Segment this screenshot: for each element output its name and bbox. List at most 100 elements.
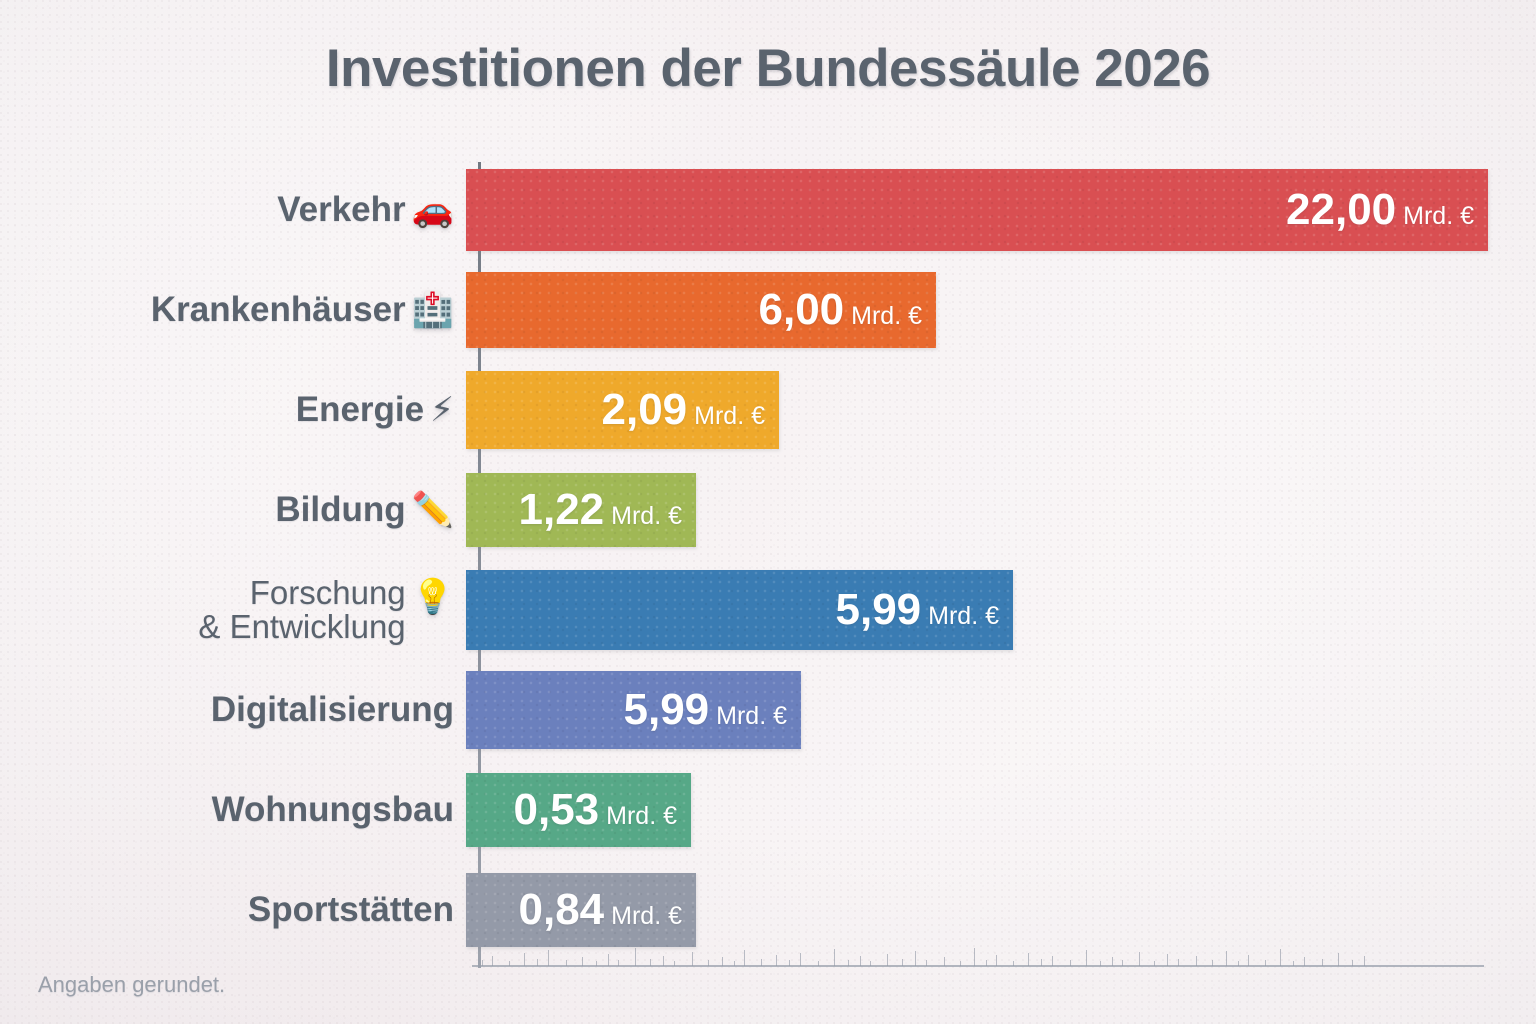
bar-value-unit: Mrd. € bbox=[694, 402, 765, 430]
bar-value-unit: Mrd. € bbox=[606, 802, 677, 830]
axis-tick bbox=[960, 961, 962, 966]
bar-value-label: 2,09 Mrd. € bbox=[602, 385, 766, 435]
bar-value-unit: Mrd. € bbox=[611, 502, 682, 530]
axis-tick bbox=[509, 961, 511, 966]
axis-tick bbox=[650, 959, 652, 966]
bar-value-label: 0,84 Mrd. € bbox=[519, 885, 683, 935]
bar-2[interactable]: 6,00 Mrd. € bbox=[466, 272, 936, 348]
category-label-text: Digitalisierung bbox=[210, 690, 454, 730]
bar-container: 2,09 Mrd. € bbox=[466, 360, 779, 460]
axis-tick bbox=[848, 960, 850, 966]
footnote: Angaben gerundet. bbox=[38, 972, 226, 997]
bar-value-number: 22,00 bbox=[1286, 185, 1397, 234]
category-label-text: Krankenhäuser bbox=[150, 290, 406, 330]
axis-tick bbox=[566, 960, 568, 966]
axis-tick bbox=[596, 961, 598, 966]
bar-value-unit: Mrd. € bbox=[1403, 202, 1474, 230]
bar-5[interactable]: 5,99 Mrd. € bbox=[466, 570, 1013, 650]
bar-row: Bildung ✏️ 1,22 Mrd. € bbox=[0, 460, 1536, 560]
bar-3[interactable]: 2,09 Mrd. € bbox=[466, 371, 779, 449]
axis-tick bbox=[1265, 960, 1267, 966]
axis-tick bbox=[1178, 959, 1180, 966]
bar-row: Verkehr 🚗 22,00 Mrd. € bbox=[0, 160, 1536, 260]
bar-value-label: 5,99 Mrd. € bbox=[836, 585, 1000, 635]
axis-tick bbox=[986, 960, 988, 966]
bar-6[interactable]: 5,99 Mrd. € bbox=[466, 671, 801, 749]
bar-8[interactable]: 0,84 Mrd. € bbox=[466, 873, 696, 947]
bar-value-number: 1,22 bbox=[518, 485, 605, 534]
bar-value-label: 6,00 Mrd. € bbox=[759, 285, 923, 335]
axis-tick bbox=[482, 960, 484, 966]
bar-value-unit: Mrd. € bbox=[611, 902, 682, 930]
lightbulb-icon: 💡 bbox=[411, 578, 454, 617]
category-label-6: Digitalisierung bbox=[0, 692, 466, 728]
pencil-icon: ✏️ bbox=[411, 491, 454, 529]
category-label-4: Bildung ✏️ bbox=[0, 492, 466, 528]
category-label-text: Wohnungsbau bbox=[211, 790, 454, 830]
bar-value-unit: Mrd. € bbox=[716, 702, 787, 730]
page-title: Investitionen der Bundessäule 2026 bbox=[325, 39, 1211, 98]
bar-value-number: 5,99 bbox=[623, 685, 710, 734]
bar-row: Energie ⚡ 2,09 Mrd. € bbox=[0, 360, 1536, 460]
axis-tick bbox=[537, 959, 539, 966]
category-label-text: Forschung & Entwicklung bbox=[198, 574, 406, 645]
axis-tick bbox=[1238, 961, 1240, 966]
category-label-7: Wohnungsbau bbox=[0, 792, 466, 828]
axis-tick bbox=[818, 961, 820, 966]
bar-value-number: 0,53 bbox=[513, 785, 600, 834]
category-label-1: Verkehr 🚗 bbox=[0, 192, 466, 228]
bar-container: 0,84 Mrd. € bbox=[466, 860, 696, 960]
bar-row: Digitalisierung 5,99 Mrd. € bbox=[0, 660, 1536, 760]
category-label-text: Energie bbox=[295, 390, 425, 430]
axis-tick bbox=[761, 959, 763, 966]
bar-row: Krankenhäuser 🏥 6,00 Mrd. € bbox=[0, 260, 1536, 360]
axis-tick bbox=[1041, 959, 1043, 966]
category-label-5: Forschung & Entwicklung 💡 bbox=[0, 576, 466, 643]
axis-tick bbox=[1293, 961, 1295, 966]
axis-tick bbox=[1070, 960, 1072, 966]
axis-tick bbox=[1154, 961, 1156, 966]
bar-value-unit: Mrd. € bbox=[851, 302, 922, 330]
bar-rows: Verkehr 🚗 22,00 Mrd. € Krankenhäuser 🏥 6,00 Mrd… bbox=[0, 160, 1536, 960]
axis-tick bbox=[1352, 960, 1354, 966]
bar-value-number: 0,84 bbox=[518, 885, 605, 934]
axis-tick bbox=[1100, 961, 1102, 966]
axis-tick bbox=[926, 960, 928, 966]
bar-value-label: 0,53 Mrd. € bbox=[514, 785, 678, 835]
bar-container: 0,53 Mrd. € bbox=[466, 760, 691, 860]
bar-row: Forschung & Entwicklung 💡 5,99 Mrd. € bbox=[0, 560, 1536, 660]
bar-value-label: 22,00 Mrd. € bbox=[1286, 185, 1474, 235]
axis-tick bbox=[1322, 959, 1324, 966]
category-label-2: Krankenhäuser 🏥 bbox=[0, 292, 466, 328]
hospital-icon: 🏥 bbox=[411, 291, 454, 329]
bar-container: 22,00 Mrd. € bbox=[466, 160, 1488, 260]
bar-value-label: 5,99 Mrd. € bbox=[624, 685, 788, 735]
bar-container: 5,99 Mrd. € bbox=[466, 560, 1013, 660]
category-label-text: Sportstätten bbox=[247, 890, 454, 930]
bar-value-label: 1,22 Mrd. € bbox=[519, 485, 683, 535]
bar-value-number: 6,00 bbox=[758, 285, 845, 334]
bar-container: 6,00 Mrd. € bbox=[466, 260, 936, 360]
axis-tick bbox=[708, 960, 710, 966]
axis-tick bbox=[1212, 960, 1214, 966]
bar-value-unit: Mrd. € bbox=[928, 602, 999, 630]
bar-row: Wohnungsbau 0,53 Mrd. € bbox=[0, 760, 1536, 860]
bar-container: 5,99 Mrd. € bbox=[466, 660, 801, 760]
axis-tick bbox=[870, 961, 872, 966]
bar-value-number: 2,09 bbox=[601, 385, 688, 434]
bar-value-number: 5,99 bbox=[835, 585, 922, 634]
axis-tick bbox=[674, 961, 676, 966]
bar-4[interactable]: 1,22 Mrd. € bbox=[466, 473, 696, 547]
category-label-text: Verkehr bbox=[277, 190, 406, 230]
lightning-bolt-icon: ⚡ bbox=[430, 391, 454, 429]
bar-1[interactable]: 22,00 Mrd. € bbox=[466, 169, 1488, 251]
category-label-text: Bildung bbox=[275, 490, 406, 530]
bar-7[interactable]: 0,53 Mrd. € bbox=[466, 773, 691, 847]
axis-tick bbox=[789, 960, 791, 966]
axis-tick bbox=[618, 960, 620, 966]
axis-tick bbox=[734, 961, 736, 966]
category-label-3: Energie ⚡ bbox=[0, 392, 466, 428]
bar-row: Sportstätten 0,84 Mrd. € bbox=[0, 860, 1536, 960]
axis-tick bbox=[1122, 960, 1124, 966]
